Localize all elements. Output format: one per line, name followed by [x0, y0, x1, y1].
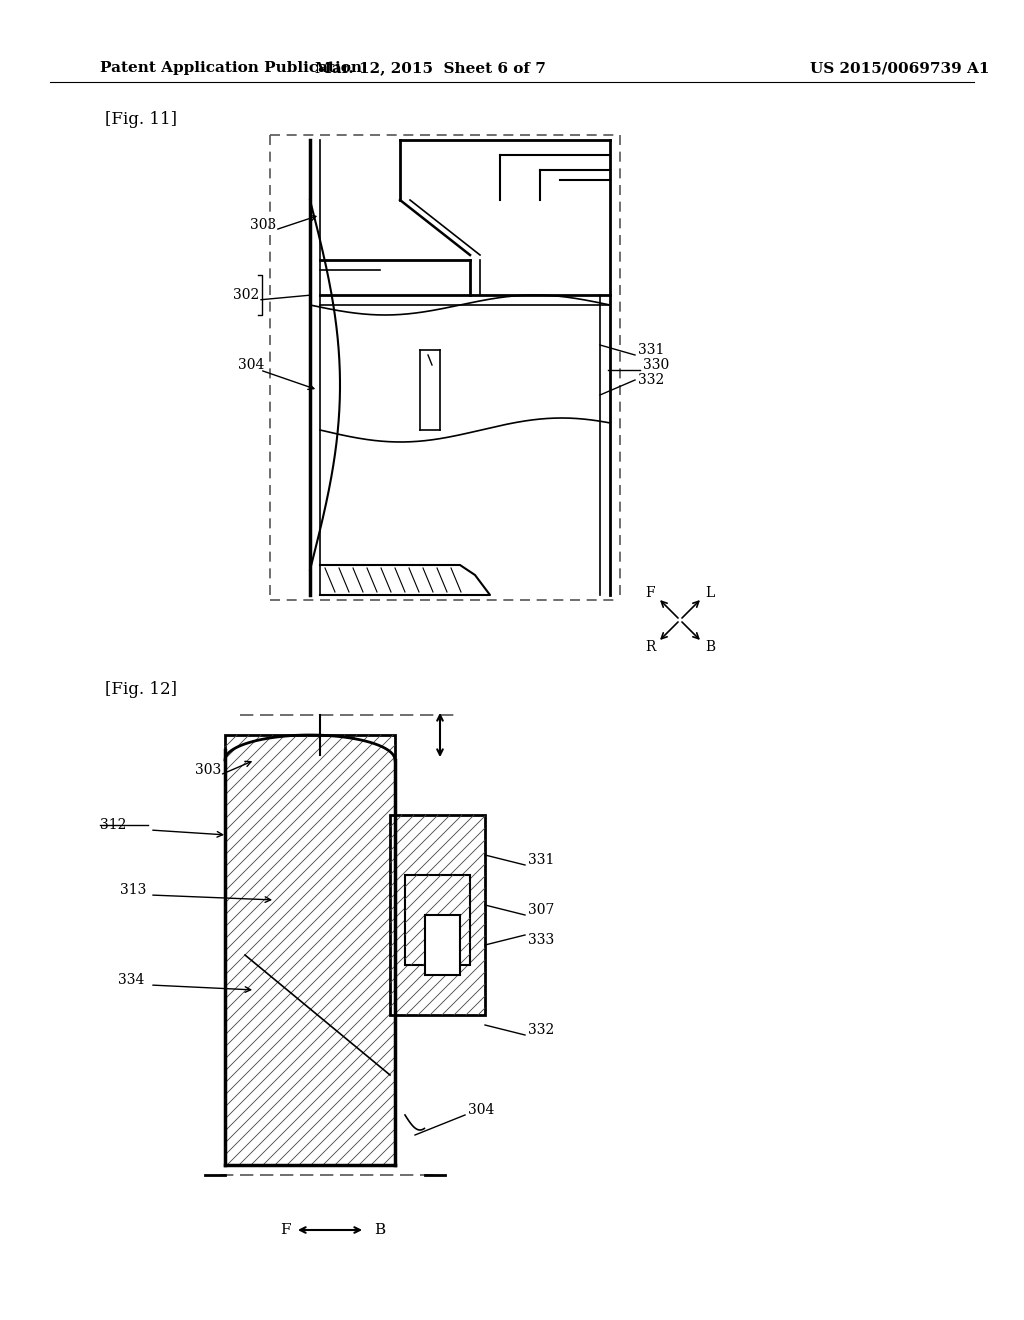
Text: 332: 332: [638, 374, 665, 387]
Text: 332: 332: [528, 1023, 554, 1038]
Text: L: L: [706, 586, 715, 601]
Text: F: F: [280, 1224, 290, 1237]
Text: 313: 313: [120, 883, 146, 898]
Text: 333: 333: [528, 933, 554, 946]
Text: 331: 331: [528, 853, 554, 867]
Text: F: F: [645, 586, 654, 601]
Text: 330: 330: [643, 358, 670, 372]
Text: 334: 334: [118, 973, 144, 987]
Text: B: B: [375, 1224, 386, 1237]
Polygon shape: [425, 915, 460, 975]
Text: [Fig. 11]: [Fig. 11]: [105, 111, 177, 128]
Text: 303: 303: [195, 763, 221, 777]
Text: 307: 307: [528, 903, 554, 917]
Text: R: R: [645, 640, 655, 653]
Text: 304: 304: [468, 1104, 495, 1117]
Text: B: B: [705, 640, 715, 653]
Text: Mar. 12, 2015  Sheet 6 of 7: Mar. 12, 2015 Sheet 6 of 7: [314, 61, 546, 75]
Text: US 2015/0069739 A1: US 2015/0069739 A1: [810, 61, 990, 75]
Text: 303: 303: [250, 218, 276, 232]
Text: 304: 304: [238, 358, 264, 372]
Text: 331: 331: [638, 343, 665, 356]
Text: 302: 302: [233, 288, 259, 302]
Text: 312: 312: [100, 818, 126, 832]
Text: Patent Application Publication: Patent Application Publication: [100, 61, 362, 75]
Polygon shape: [406, 875, 470, 965]
Polygon shape: [390, 814, 485, 1015]
Text: [Fig. 12]: [Fig. 12]: [105, 681, 177, 698]
